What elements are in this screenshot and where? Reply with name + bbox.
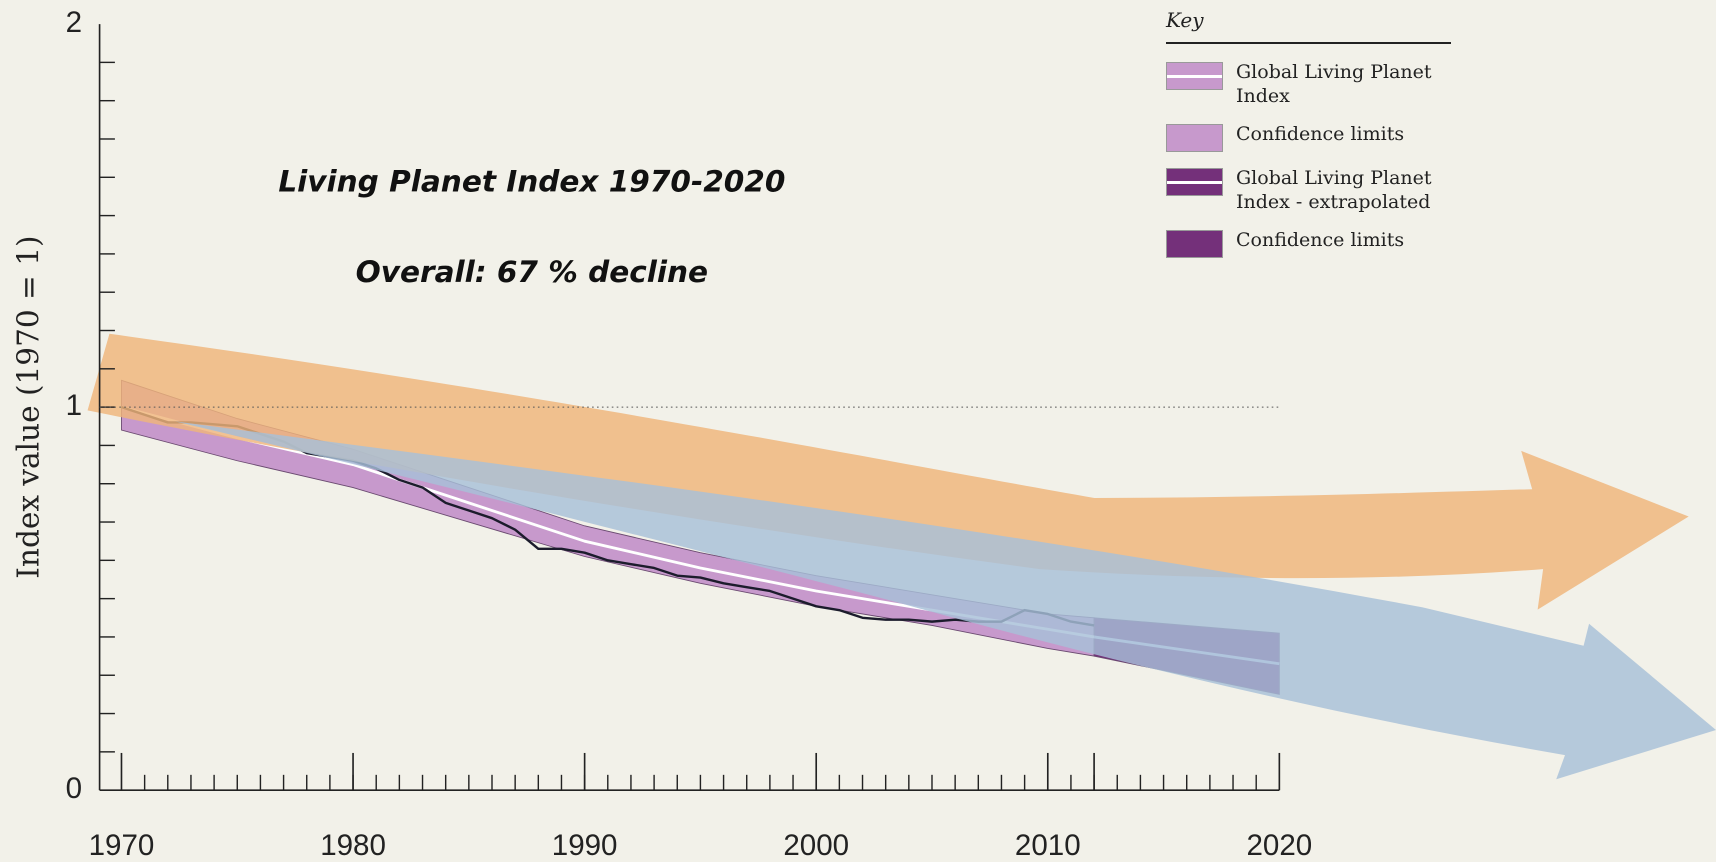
axis-layer: 0 1 2 1970 1980 1990 2000 2010 2020: [66, 6, 1313, 862]
legend-label: Confidence limits: [1236, 229, 1405, 251]
legend-swatch: [1166, 124, 1223, 152]
chart-title: Living Planet Index 1970-2020: [278, 164, 785, 198]
plot: 0 1 2 1970 1980 1990 2000 2010 2020 Living Plane…: [12, 6, 1716, 862]
chart-subtitle: Overall: 67 % decline: [356, 255, 708, 289]
x-tick-label: 1990: [552, 829, 618, 862]
legend-item: Global Living Planet Index - extrapolate…: [1166, 166, 1451, 214]
x-tick-label: 2010: [1015, 829, 1081, 862]
y-tick-label: 0: [66, 772, 82, 805]
x-tick-label: 2000: [783, 829, 849, 862]
legend-swatch: [1166, 230, 1223, 258]
legend-item: Confidence limits: [1166, 122, 1451, 152]
y-axis-label: Index value (1970 = 1): [12, 235, 46, 578]
legend: Key Global Living Planet Index Confidence…: [1166, 8, 1451, 272]
x-tick-label: 2020: [1247, 829, 1313, 862]
x-tick-label: 1980: [320, 829, 386, 862]
legend-swatch: [1166, 168, 1223, 196]
legend-title: Key: [1166, 8, 1451, 44]
legend-label: Global Living Planet Index - extrapolate…: [1236, 167, 1432, 213]
x-tick-label: 1970: [89, 829, 155, 862]
y-tick-label: 2: [66, 6, 82, 39]
legend-label: Global Living Planet Index: [1236, 61, 1432, 107]
legend-swatch: [1166, 62, 1223, 90]
legend-item: Confidence limits: [1166, 228, 1451, 258]
y-tick-label: 1: [66, 389, 82, 422]
projection-arrow-blue: [175, 421, 1716, 780]
legend-item: Global Living Planet Index: [1166, 60, 1451, 108]
legend-label: Confidence limits: [1236, 123, 1405, 145]
legend-line: [1167, 181, 1222, 184]
projection-arrow-orange: [87, 333, 1689, 610]
legend-line: [1167, 75, 1222, 78]
